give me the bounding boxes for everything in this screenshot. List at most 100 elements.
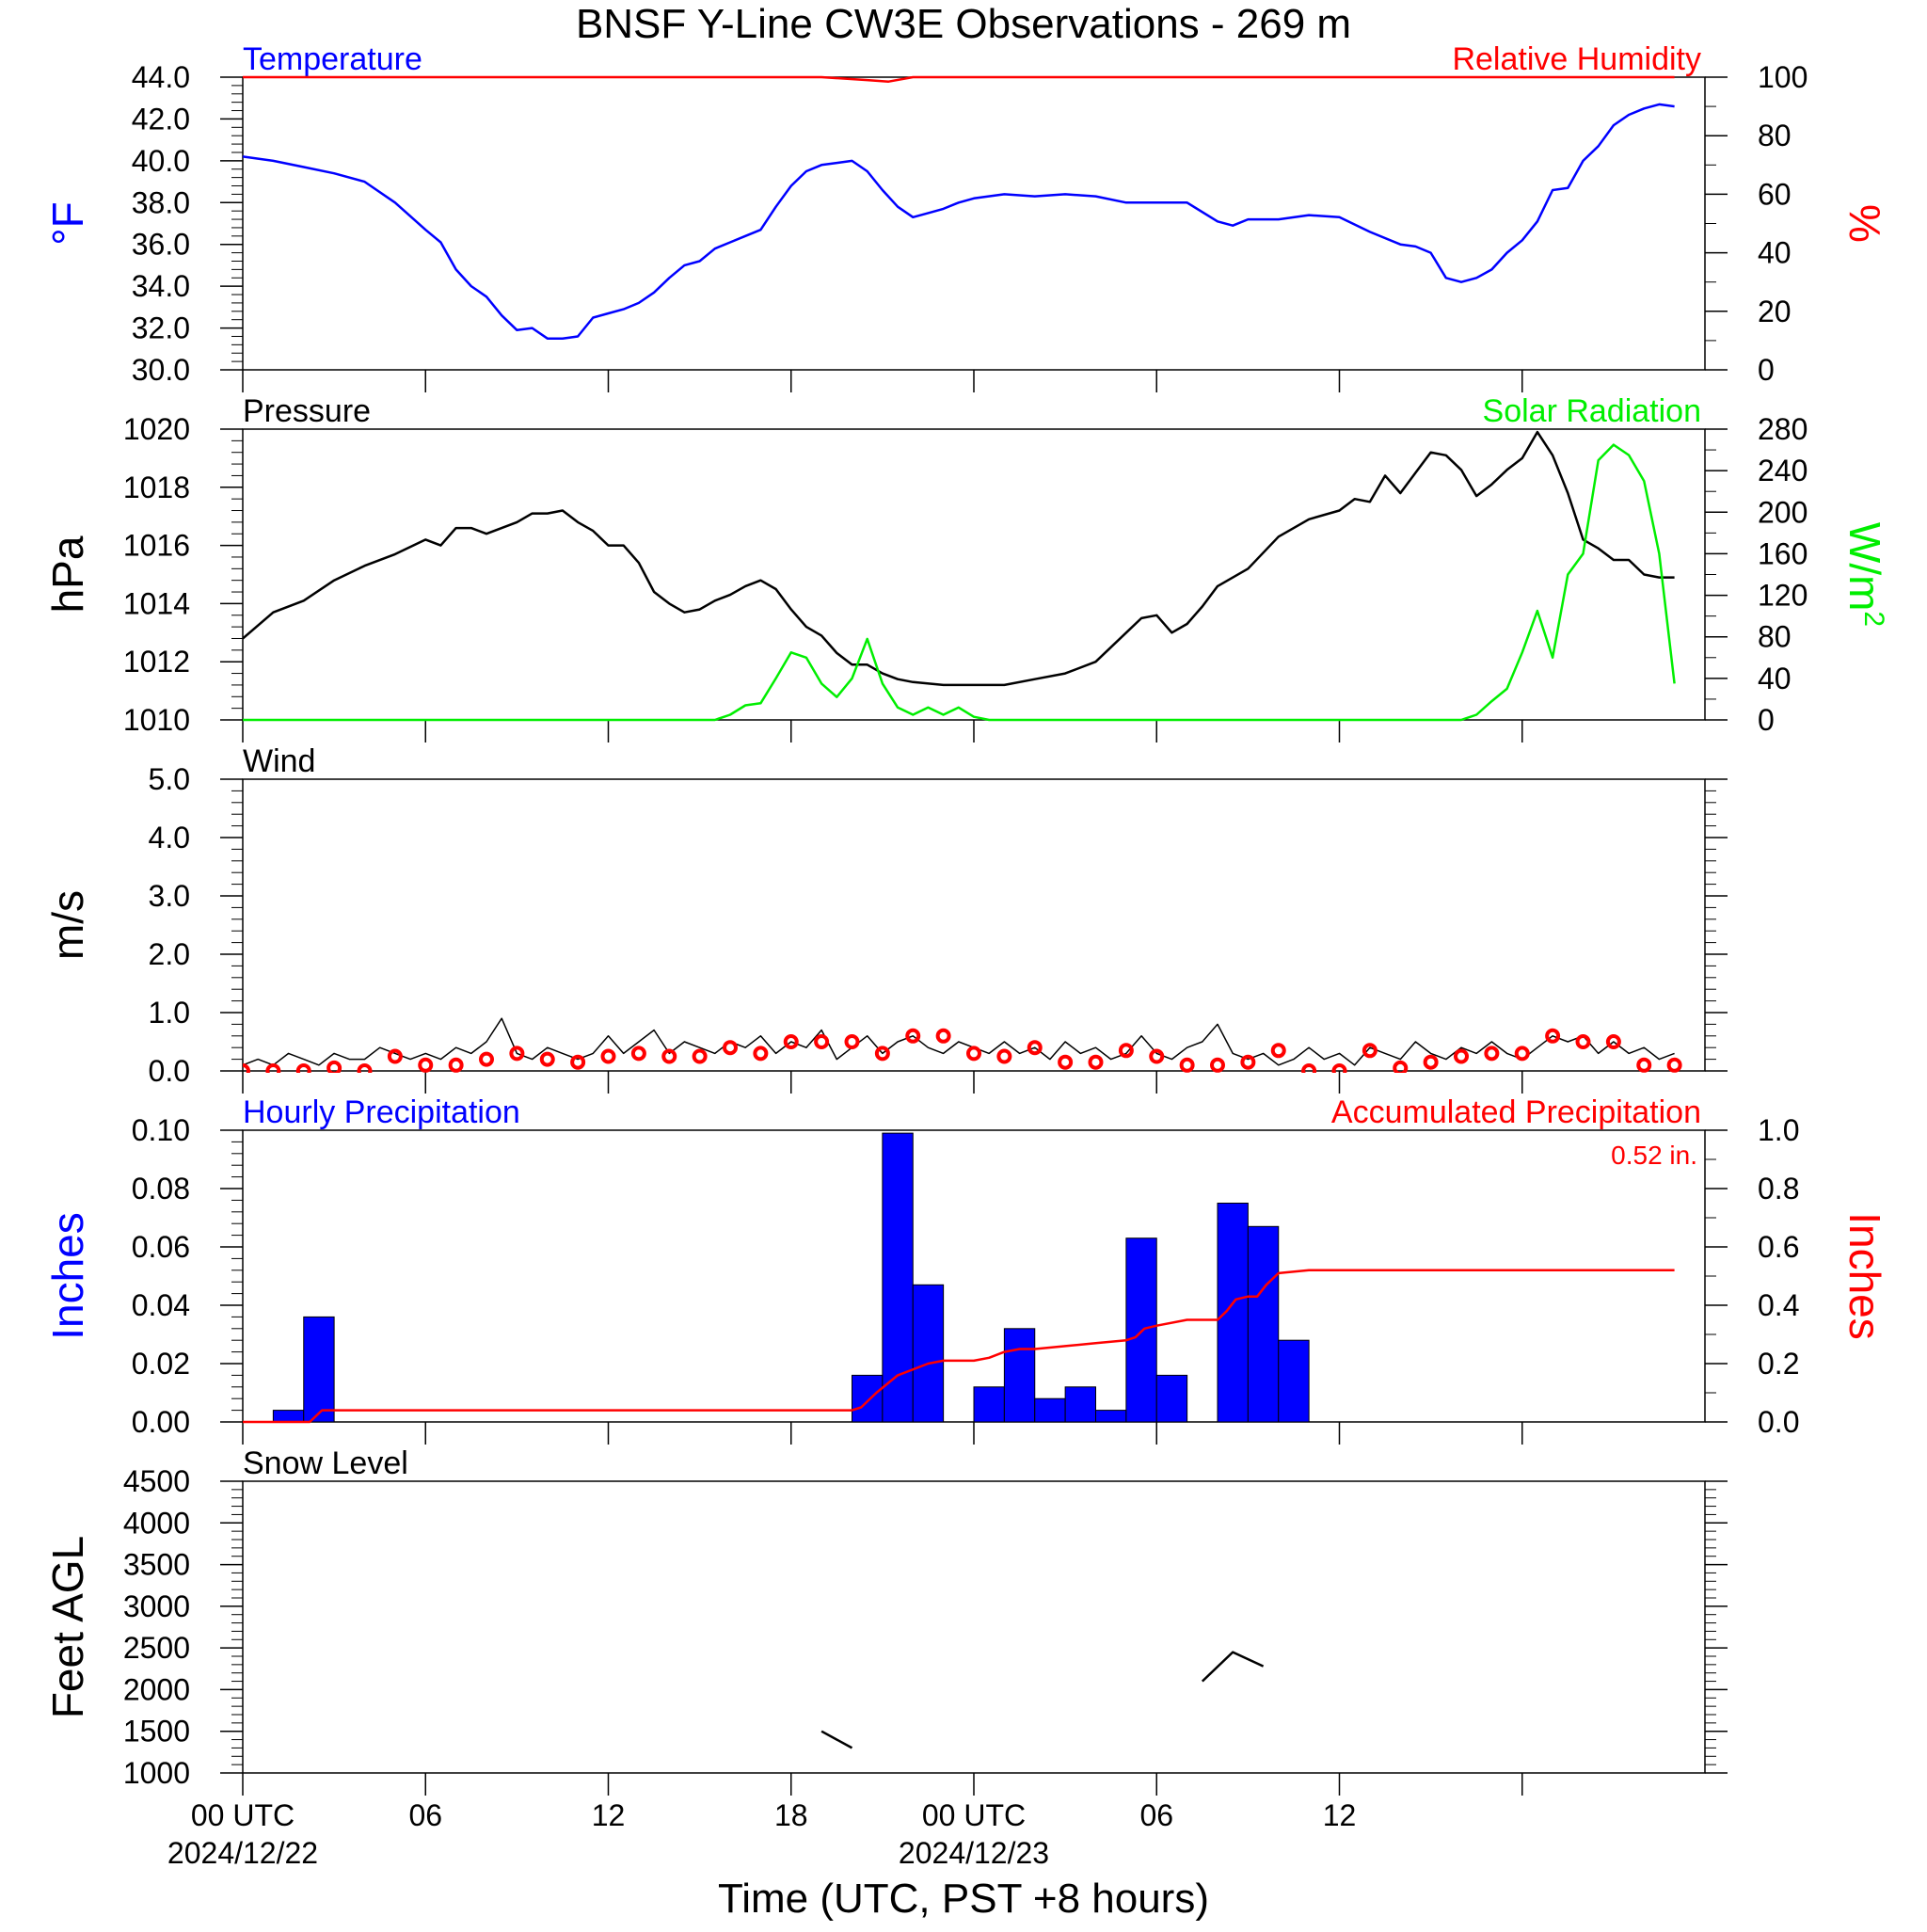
wind-marker — [723, 1040, 738, 1056]
wind-marker — [874, 1046, 890, 1062]
wind-marker — [326, 1060, 342, 1073]
x-tick-label: 00 UTC — [191, 1798, 295, 1832]
x-tick-label: 12 — [1323, 1798, 1357, 1832]
wind-marker — [1362, 1043, 1378, 1059]
y-tick-label: 3500 — [123, 1548, 190, 1582]
precip-bar — [303, 1316, 335, 1423]
wind-marker — [692, 1048, 708, 1064]
precip-bar — [973, 1386, 1005, 1423]
x-tick-date: 2024/12/23 — [899, 1836, 1049, 1870]
y2-tick-label: 0.4 — [1758, 1288, 1799, 1322]
precip-bar — [1217, 1203, 1249, 1423]
panel-left-label: Pressure — [243, 393, 371, 429]
wind-marker — [1210, 1057, 1225, 1073]
y-tick-label: 32.0 — [132, 311, 190, 345]
y-tick-label: 0.00 — [132, 1405, 190, 1439]
panel-left-label: Hourly Precipitation — [243, 1094, 520, 1130]
x-axis-label: Time (UTC, PST +8 hours) — [718, 1876, 1209, 1922]
precip-bar — [1247, 1225, 1280, 1423]
y-tick-label: 2000 — [123, 1672, 190, 1706]
y-tick-label: 40.0 — [132, 144, 190, 178]
wind-marker — [1179, 1057, 1195, 1073]
wind-marker — [905, 1028, 921, 1044]
y2-axis-title-superscript: 2 — [1858, 611, 1889, 627]
wind-marker — [243, 1063, 250, 1073]
y-tick-label: 1000 — [123, 1756, 190, 1790]
y-tick-label: 38.0 — [132, 185, 190, 219]
precip-bar — [1064, 1386, 1096, 1423]
y-tick-label: 1016 — [123, 529, 190, 563]
panels-group: 30.032.034.036.038.040.042.044.002040608… — [43, 41, 1889, 1796]
y-axis-title: °F — [43, 201, 92, 246]
y2-tick-label: 120 — [1758, 579, 1808, 613]
panel-frame — [242, 1480, 1706, 1774]
series-line-accumulated-precipitation — [243, 1269, 1675, 1424]
y-tick-label: 0.10 — [132, 1113, 190, 1147]
y-tick-label: 4000 — [123, 1506, 190, 1540]
y-tick-label: 42.0 — [132, 102, 190, 136]
y-tick-label: 0.08 — [132, 1172, 190, 1206]
x-tick-label: 18 — [774, 1798, 808, 1832]
y-tick-label: 44.0 — [132, 60, 190, 94]
wind-marker — [509, 1046, 525, 1062]
wind-marker — [844, 1034, 860, 1049]
series-line-temperature — [243, 103, 1675, 340]
precip-bar — [1095, 1410, 1127, 1423]
y-tick-label: 1500 — [123, 1715, 190, 1748]
wind-marker — [1149, 1048, 1165, 1064]
panel-right-label: Relative Humidity — [1452, 41, 1701, 77]
wind-marker — [1240, 1054, 1256, 1070]
wind-marker — [1027, 1040, 1043, 1056]
wind-marker — [357, 1063, 373, 1073]
series-group — [243, 1017, 1682, 1073]
panel-frame — [242, 76, 1706, 371]
series-group — [243, 1132, 1675, 1424]
x-tick-label: 00 UTC — [922, 1798, 1026, 1832]
y2-tick-label: 60 — [1758, 177, 1792, 211]
y2-tick-label: 0 — [1758, 353, 1775, 387]
y-tick-label: 1018 — [123, 471, 190, 504]
y-tick-label: 4.0 — [149, 821, 190, 854]
y2-tick-label: 0.0 — [1758, 1405, 1799, 1439]
y2-tick-label: 1.0 — [1758, 1113, 1799, 1147]
y-tick-label: 4500 — [123, 1464, 190, 1498]
precip-bar — [1278, 1339, 1310, 1423]
wind-marker — [1514, 1046, 1530, 1062]
series-group — [243, 430, 1676, 722]
series-line-snow-level-b — [1201, 1651, 1265, 1683]
y2-tick-label: 0 — [1758, 703, 1775, 737]
precip-bar — [1155, 1374, 1188, 1423]
wind-marker — [448, 1057, 464, 1073]
panel-left-label: Temperature — [243, 41, 422, 77]
y2-tick-label: 0.8 — [1758, 1172, 1799, 1206]
y-tick-label: 0.0 — [149, 1054, 190, 1088]
y2-tick-label: 80 — [1758, 119, 1792, 152]
series-line-wind — [243, 1017, 1675, 1066]
y-axis-title: m/s — [43, 890, 92, 960]
wind-marker — [539, 1051, 555, 1067]
y-tick-label: 0.04 — [132, 1288, 190, 1322]
wind-marker — [1575, 1034, 1591, 1049]
panel-left-label: Snow Level — [243, 1445, 408, 1481]
x-axis: 00 UTC 2024/12/22 06 12 18 00 UTC 2024/12/23 06… — [167, 1798, 1356, 1870]
x-tick-label: 12 — [592, 1798, 626, 1832]
wind-marker — [265, 1063, 281, 1073]
wind-marker — [935, 1028, 951, 1044]
y-tick-label: 1014 — [123, 586, 190, 620]
y-tick-label: 3.0 — [149, 879, 190, 913]
wind-marker — [1423, 1054, 1439, 1070]
y-axis-title: hPa — [43, 535, 92, 613]
panel-left-label: Wind — [243, 743, 315, 779]
figure-title: BNSF Y-Line CW3E Observations - 269 m — [576, 1, 1351, 47]
x-tick-label: 06 — [408, 1798, 442, 1832]
wind-marker — [630, 1046, 646, 1062]
wind-marker — [1058, 1054, 1074, 1070]
y2-tick-label: 100 — [1758, 60, 1808, 94]
wind-marker — [1636, 1057, 1652, 1073]
y-tick-label: 1.0 — [149, 996, 190, 1030]
y-tick-label: 3000 — [123, 1589, 190, 1623]
y-tick-label: 30.0 — [132, 353, 190, 387]
y-tick-label: 2500 — [123, 1631, 190, 1665]
